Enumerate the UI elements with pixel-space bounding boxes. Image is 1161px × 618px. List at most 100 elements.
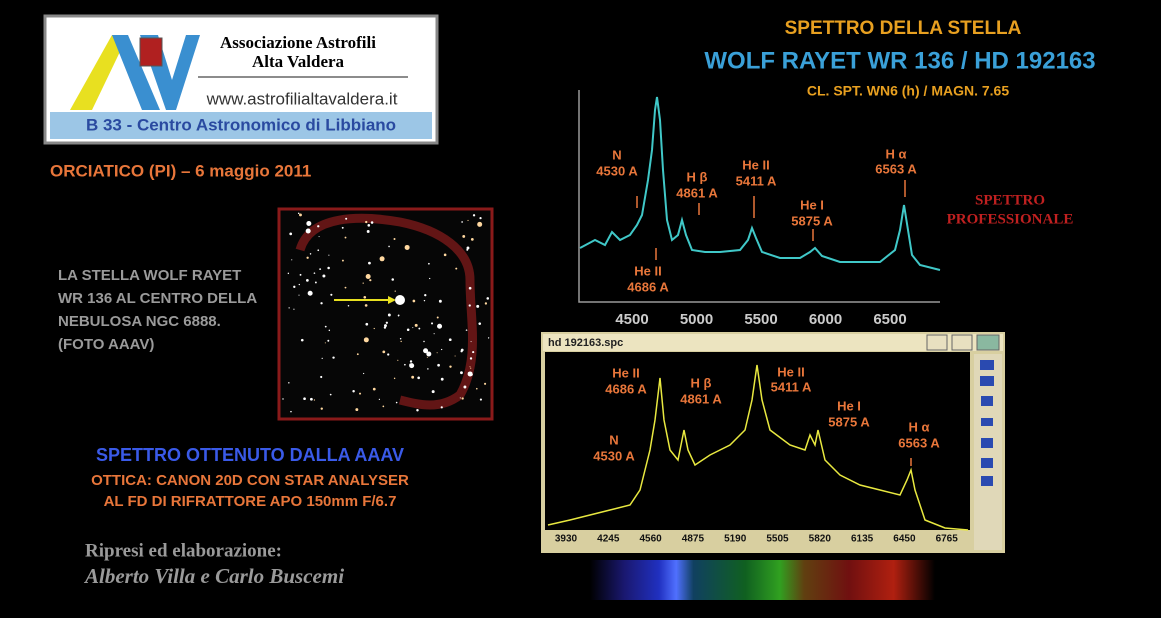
star <box>363 337 369 343</box>
star <box>423 340 425 343</box>
star <box>461 221 463 223</box>
star <box>387 353 390 356</box>
star <box>313 399 316 401</box>
tool-graph[interactable] <box>981 458 993 468</box>
btn-minimize[interactable] <box>926 334 948 351</box>
star <box>469 357 473 360</box>
line-wavelength: 5411 A <box>771 379 812 394</box>
x-axis-bar <box>545 530 970 548</box>
star <box>484 382 487 385</box>
star <box>479 398 482 401</box>
photo-caption: LA STELLA WOLF RAYET WR 136 AL CENTRO DE… <box>58 267 257 353</box>
star <box>320 407 323 410</box>
tool-equal[interactable] <box>981 418 993 426</box>
star <box>306 256 309 259</box>
star <box>289 232 293 236</box>
tool-lock[interactable] <box>981 396 993 406</box>
star <box>484 302 488 305</box>
tool-down[interactable] <box>980 376 994 386</box>
star <box>309 253 312 255</box>
location: ORCIATICO (PI) – 6 maggio 2011 <box>50 161 311 180</box>
star <box>404 244 410 250</box>
star <box>384 324 387 328</box>
star <box>467 219 469 222</box>
btn-close[interactable] <box>976 334 1000 351</box>
star <box>362 282 364 284</box>
aaav-line: OTTICA: CANON 20D CON STAR ANALYSER <box>91 472 409 489</box>
star <box>356 353 359 356</box>
star <box>472 214 476 217</box>
star <box>365 220 368 224</box>
star <box>433 333 435 335</box>
star <box>470 341 472 343</box>
star <box>364 304 368 307</box>
window-title: hd 192163.spc <box>548 337 623 349</box>
star <box>395 401 398 404</box>
tool-tools[interactable] <box>981 476 993 486</box>
line-wavelength: 5875 A <box>828 414 870 429</box>
tool-box[interactable] <box>981 438 993 448</box>
line-name: H α <box>909 419 930 434</box>
star <box>466 246 470 250</box>
logo-footer: B 33 - Centro Astronomico di Libbiano <box>86 115 396 134</box>
star <box>306 221 312 227</box>
x-tick-label: 4875 <box>682 534 705 545</box>
star <box>466 248 469 251</box>
line-wavelength: 4861 A <box>676 185 718 200</box>
star <box>477 221 483 227</box>
line-markers <box>636 180 906 260</box>
star <box>303 397 306 401</box>
star <box>423 348 429 354</box>
star <box>414 323 418 327</box>
star <box>440 406 443 409</box>
star <box>298 283 301 286</box>
star <box>467 371 473 377</box>
star <box>327 339 330 342</box>
logo-a <box>70 35 128 110</box>
x-tick-label: 4500 <box>615 311 648 328</box>
line-name: N <box>609 432 618 447</box>
line-name: He II <box>612 365 639 380</box>
star <box>344 286 347 289</box>
star <box>438 299 442 303</box>
star <box>318 236 320 238</box>
line-wavelength: 5875 A <box>791 213 833 228</box>
star <box>399 337 402 340</box>
star <box>300 338 304 342</box>
star <box>319 268 322 271</box>
star <box>370 221 374 224</box>
star <box>437 363 440 367</box>
star <box>411 375 415 379</box>
star <box>363 372 365 375</box>
star <box>317 249 320 252</box>
line-wavelength: 4530 A <box>593 448 635 463</box>
star <box>487 337 490 339</box>
star <box>409 363 411 366</box>
star <box>440 377 444 381</box>
pro-lines: N 4530 A H β 4861 A He II 5411 A He I 58… <box>596 146 917 294</box>
star <box>347 305 350 307</box>
line-wavelength: 4686 A <box>605 381 647 396</box>
star <box>388 245 390 248</box>
star <box>344 236 347 239</box>
star <box>307 290 313 296</box>
star <box>459 397 461 399</box>
x-tick-label: 5505 <box>766 534 789 545</box>
tool-up[interactable] <box>980 360 994 370</box>
header-title: SPETTRO DELLA STELLA <box>785 18 1022 39</box>
btn-maximize[interactable] <box>951 334 973 351</box>
star <box>454 355 456 357</box>
star <box>372 387 376 391</box>
line-name: He I <box>800 197 824 212</box>
star <box>373 327 375 330</box>
star <box>409 360 413 363</box>
star <box>478 322 482 325</box>
line-name: He II <box>742 157 769 172</box>
aaav-curve <box>547 364 969 531</box>
star <box>430 322 434 325</box>
logo-a <box>112 35 160 110</box>
star <box>341 259 344 262</box>
x-tick-label: 6765 <box>936 534 959 545</box>
